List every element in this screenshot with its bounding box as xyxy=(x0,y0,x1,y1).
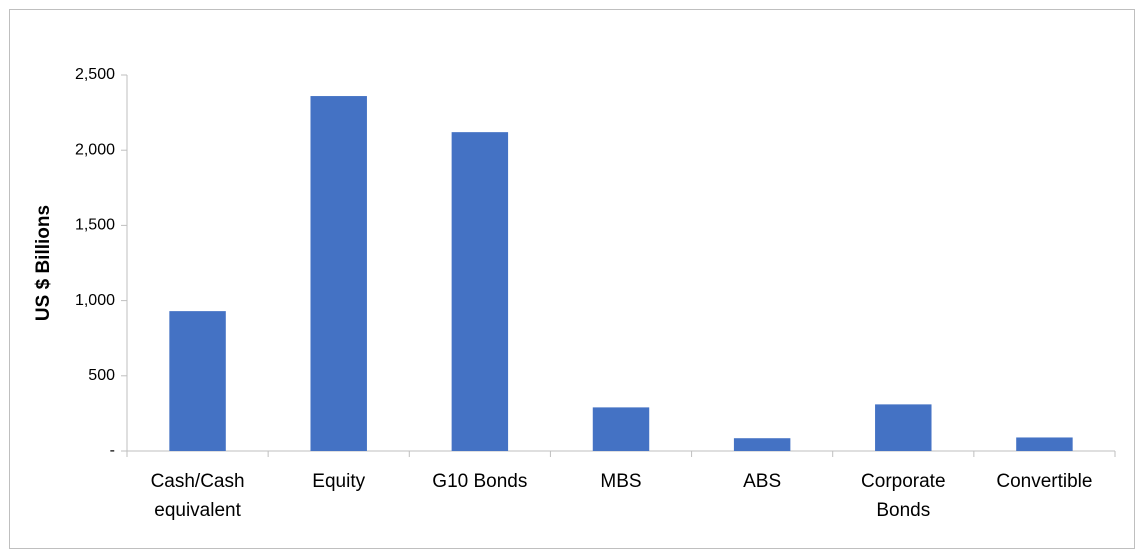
y-tick-label: 1,500 xyxy=(75,217,115,234)
x-tick-label: G10 Bonds xyxy=(432,471,528,492)
y-tick-label: 2,000 xyxy=(75,141,115,158)
bar xyxy=(310,96,367,451)
x-tick-label: ABS xyxy=(743,471,782,492)
chart-frame xyxy=(9,9,1135,549)
bar xyxy=(875,404,932,451)
bar xyxy=(1016,437,1073,451)
x-tick-label: Convertible xyxy=(996,471,1093,492)
x-tick-label: MBS xyxy=(600,471,642,492)
bar xyxy=(451,132,509,452)
x-tick-label: Equity xyxy=(312,471,366,492)
bar xyxy=(169,311,226,451)
y-tick-label: 1,000 xyxy=(75,292,115,309)
bar xyxy=(733,438,791,451)
bar xyxy=(592,407,650,451)
y-tick-label: - xyxy=(110,442,115,459)
x-tick-label: Cash/Cash equivalent xyxy=(150,471,245,521)
y-tick-label: 500 xyxy=(88,367,115,384)
y-tick-label: 2,500 xyxy=(75,66,115,83)
y-axis-label: US $ Billions xyxy=(33,205,54,321)
x-tick-label: Corporate Bonds xyxy=(861,471,946,521)
